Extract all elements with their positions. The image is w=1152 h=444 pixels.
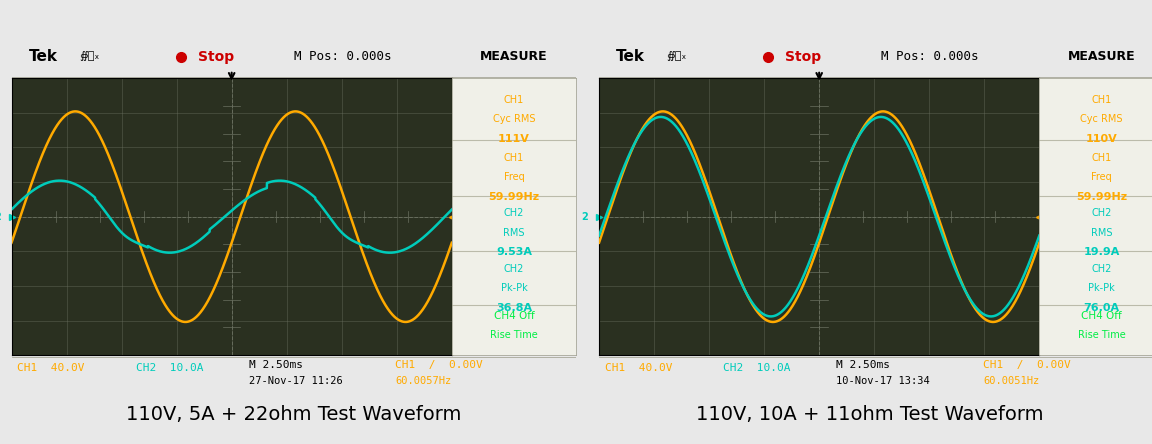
Text: M 2.50ms: M 2.50ms (249, 360, 303, 370)
Text: CH2: CH2 (1091, 208, 1112, 218)
Text: M 2.50ms: M 2.50ms (836, 360, 890, 370)
Text: 36.8A: 36.8A (495, 302, 532, 313)
Text: ∯ᴥₓ: ∯ᴥₓ (667, 51, 687, 61)
Text: 111V: 111V (498, 134, 530, 143)
Text: CH2: CH2 (503, 208, 524, 218)
Text: M Pos: 0.000s: M Pos: 0.000s (881, 50, 979, 63)
Text: CH1: CH1 (503, 95, 524, 105)
Text: Pk-Pk: Pk-Pk (500, 283, 528, 293)
Text: 59.99Hz: 59.99Hz (1076, 192, 1127, 202)
Text: ∯ᴥₓ: ∯ᴥₓ (79, 51, 99, 61)
Text: Rise Time: Rise Time (490, 330, 538, 340)
Text: Tek: Tek (616, 49, 645, 64)
Text: Rise Time: Rise Time (1077, 330, 1126, 340)
Text: Stop: Stop (198, 50, 234, 64)
Text: CH2: CH2 (1091, 264, 1112, 274)
Text: CH1: CH1 (1091, 95, 1112, 105)
Text: CH1  40.0V: CH1 40.0V (605, 363, 672, 373)
Text: Freq: Freq (1091, 172, 1112, 182)
Text: 9.53A: 9.53A (495, 247, 532, 257)
Text: CH4 Off: CH4 Off (1081, 311, 1122, 321)
Text: M Pos: 0.000s: M Pos: 0.000s (294, 50, 392, 63)
Text: CH4 Off: CH4 Off (493, 311, 535, 321)
Text: 110V, 10A + 11ohm Test Waveform: 110V, 10A + 11ohm Test Waveform (696, 405, 1044, 424)
Text: 27-Nov-17 11:26: 27-Nov-17 11:26 (249, 376, 342, 386)
Text: CH1: CH1 (503, 153, 524, 163)
Text: CH2: CH2 (503, 264, 524, 274)
Text: Cyc RMS: Cyc RMS (1081, 114, 1123, 124)
Text: 60.0051Hz: 60.0051Hz (983, 376, 1039, 386)
Text: CH1  /  0.00V: CH1 / 0.00V (983, 360, 1070, 370)
Text: MEASURE: MEASURE (480, 50, 547, 63)
Text: CH1  /  0.00V: CH1 / 0.00V (395, 360, 483, 370)
Text: 19.9A: 19.9A (1083, 247, 1120, 257)
Text: Tek: Tek (29, 49, 58, 64)
Text: Pk-Pk: Pk-Pk (1087, 283, 1115, 293)
Text: 110V: 110V (1085, 134, 1117, 143)
Text: RMS: RMS (503, 228, 524, 238)
Text: CH1: CH1 (1091, 153, 1112, 163)
Text: 76.0A: 76.0A (1083, 302, 1120, 313)
Text: 59.99Hz: 59.99Hz (488, 192, 539, 202)
Text: 60.0057Hz: 60.0057Hz (395, 376, 452, 386)
Text: 10-Nov-17 13:34: 10-Nov-17 13:34 (836, 376, 930, 386)
Text: CH2  10.0A: CH2 10.0A (136, 363, 203, 373)
Text: Stop: Stop (786, 50, 821, 64)
Text: Cyc RMS: Cyc RMS (493, 114, 536, 124)
Text: RMS: RMS (1091, 228, 1112, 238)
Text: CH2  10.0A: CH2 10.0A (723, 363, 790, 373)
Text: 2: 2 (582, 212, 588, 222)
Text: Freq: Freq (503, 172, 524, 182)
Text: 110V, 5A + 22ohm Test Waveform: 110V, 5A + 22ohm Test Waveform (126, 405, 462, 424)
Text: CH1  40.0V: CH1 40.0V (17, 363, 84, 373)
Text: MEASURE: MEASURE (1068, 50, 1135, 63)
